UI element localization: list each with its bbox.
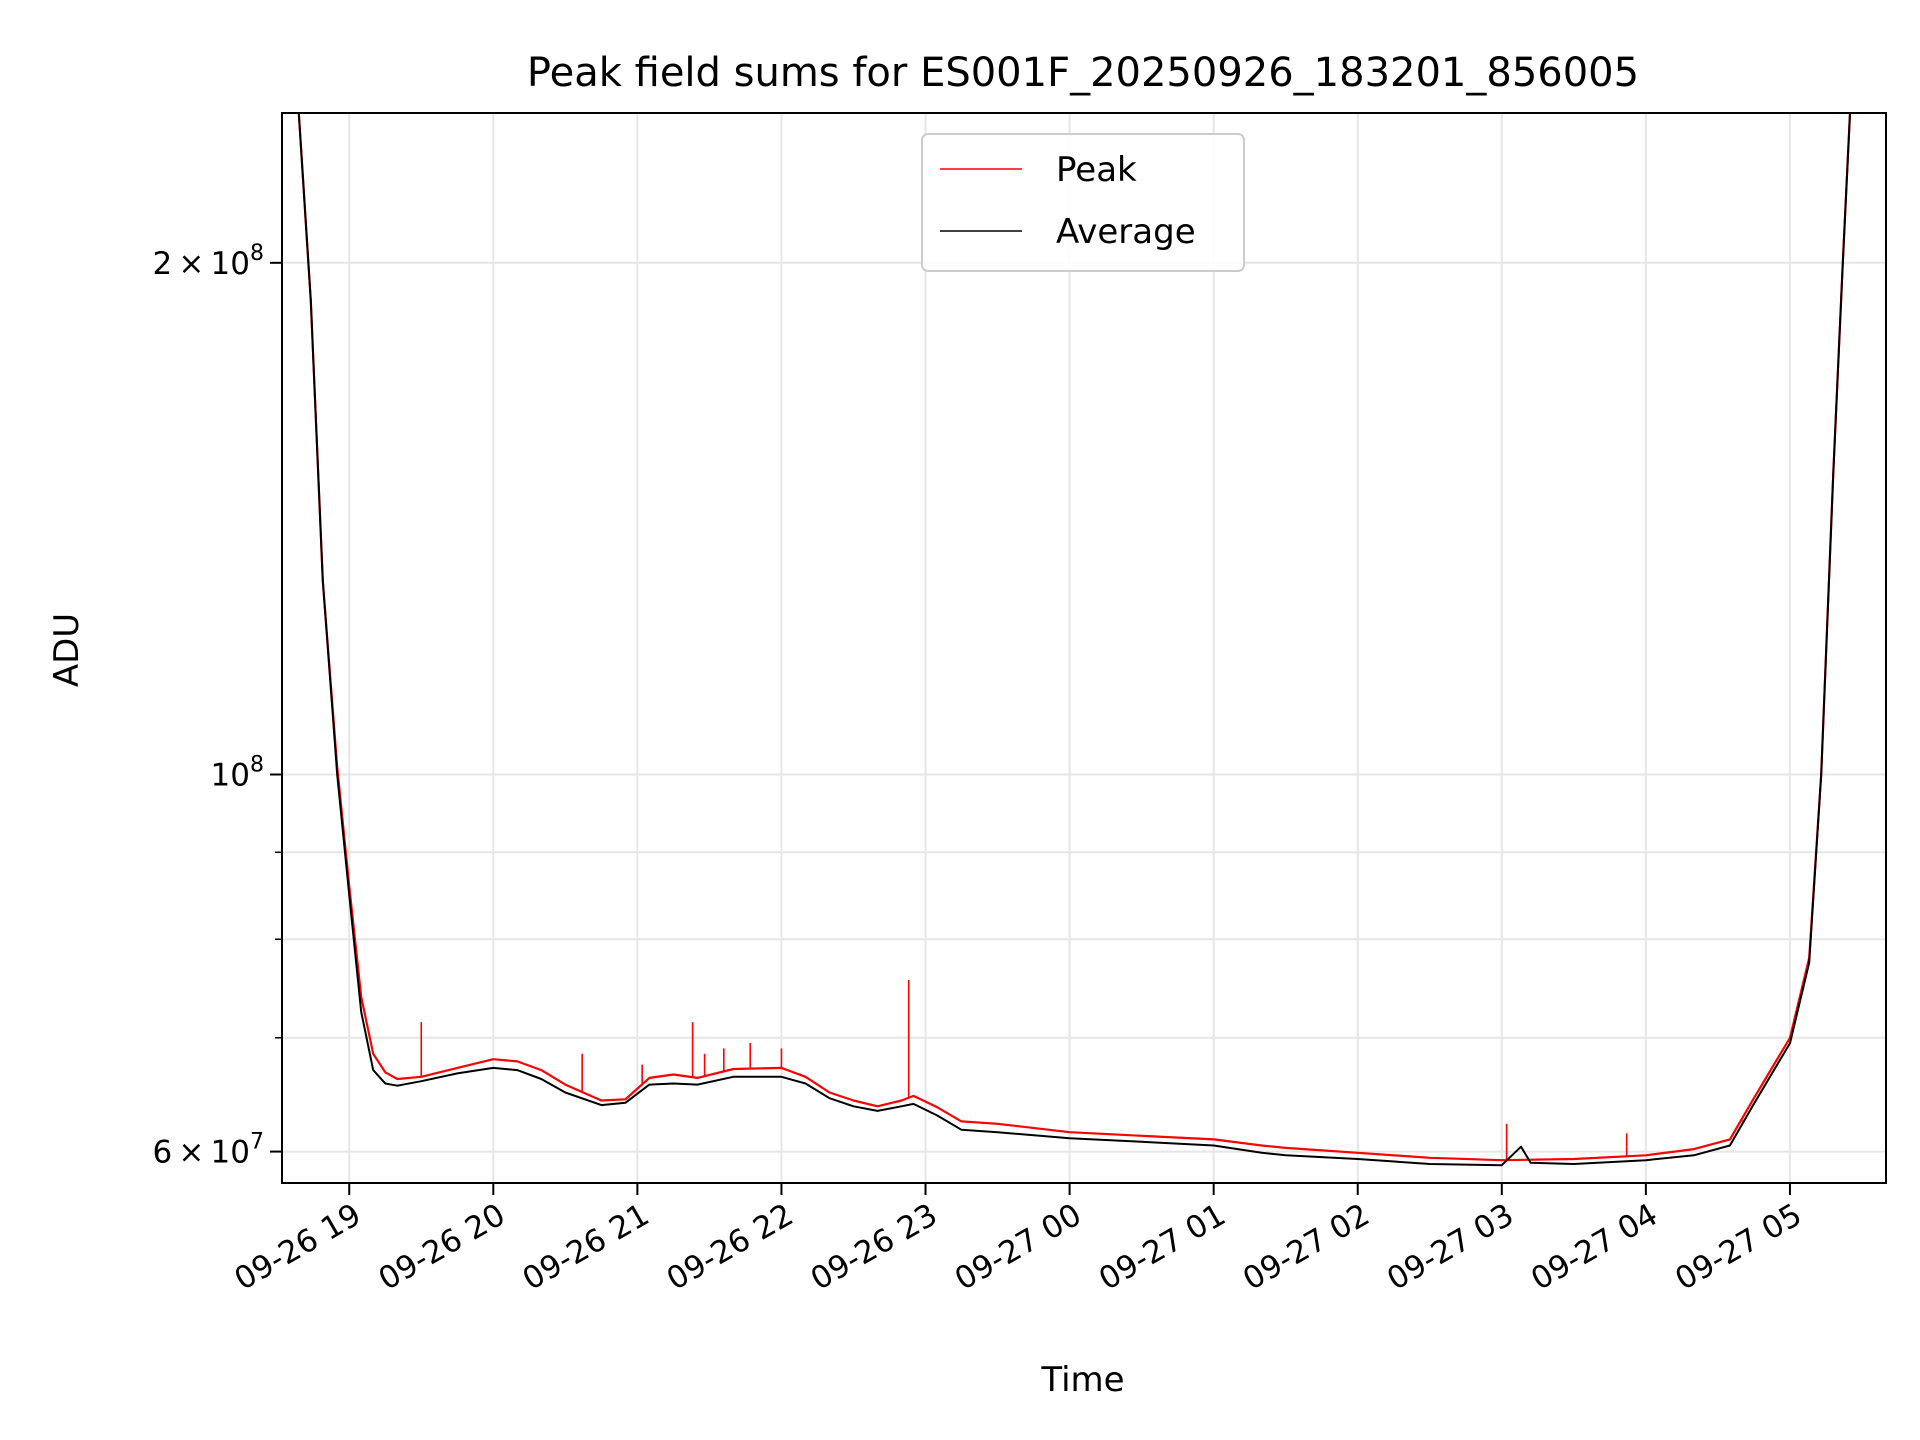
legend: Peak Average [922,134,1244,271]
chart-title: Peak field sums for ES001F_20250926_1832… [527,50,1639,96]
x-axis-label: Time [1040,1360,1124,1400]
y-tick-label: 2 × 108 [152,241,264,282]
y-axis-label: ADU [47,613,87,687]
legend-peak-label: Peak [1056,150,1137,190]
legend-average-label: Average [1056,212,1196,252]
y-tick-label: 6 × 107 [152,1130,264,1171]
